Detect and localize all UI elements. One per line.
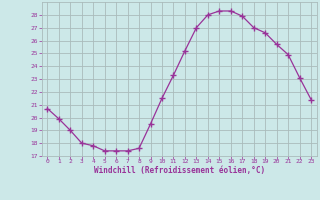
X-axis label: Windchill (Refroidissement éolien,°C): Windchill (Refroidissement éolien,°C) (94, 166, 265, 175)
